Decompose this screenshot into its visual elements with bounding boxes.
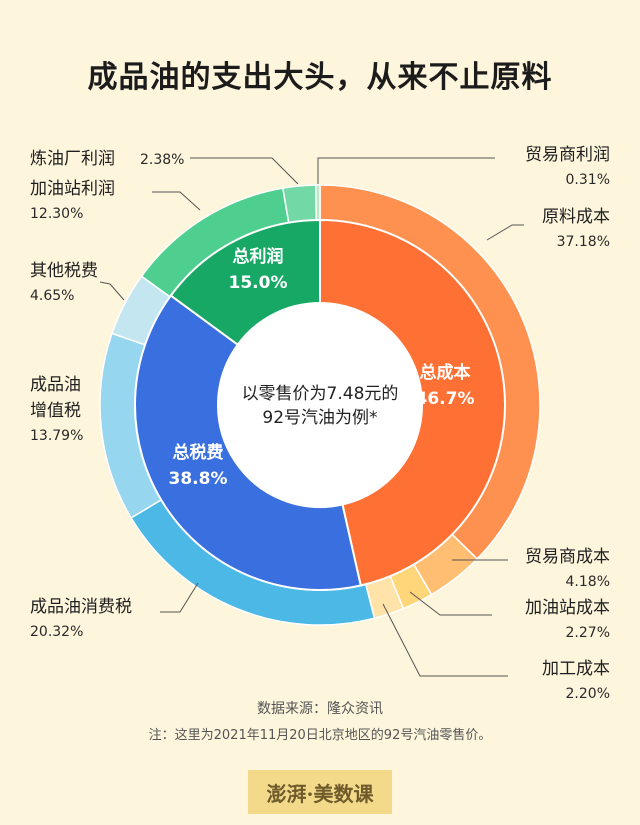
- outer-label-value-5: 13.79%: [30, 428, 83, 444]
- outer-label-value-8: 2.38%: [140, 152, 184, 168]
- center-label-line-1: 92号汽油为例*: [262, 408, 377, 428]
- outer-label-value-2: 2.27%: [566, 625, 610, 641]
- inner-slice-0: [319, 218, 506, 587]
- outer-label-name-7: 加油站利润: [30, 179, 115, 199]
- chart-title: 成品油的支出大头，从来不止原料: [87, 60, 553, 95]
- donut-chart: 以零售价为7.48元的 92号汽油为例* 总成本 46.7% 总税费 38.8% 总利润 15…: [30, 145, 610, 700]
- outer-label-name-5: 成品油: [30, 375, 81, 395]
- inner-slice-1: [134, 294, 362, 591]
- inner-label-name-2: 总利润: [233, 246, 284, 267]
- outer-label-name-8: 炼油厂利润: [30, 149, 115, 169]
- outer-label-value-4: 20.32%: [30, 624, 83, 640]
- outer-slice-8: [281, 184, 318, 224]
- brand-logo: 澎湃·美数课: [248, 770, 392, 814]
- inner-label-value-1: 38.8%: [169, 469, 228, 489]
- outer-label-name-3: 加工成本: [542, 659, 610, 679]
- leader-line-2: [409, 591, 492, 616]
- outer-label-value-6: 4.65%: [30, 288, 74, 304]
- inner-label-value-2: 15.0%: [229, 273, 288, 293]
- outer-label-name-2: 加油站成本: [525, 598, 610, 618]
- leader-line-7: [152, 191, 201, 211]
- outer-label-name-6: 其他税费: [30, 261, 98, 281]
- outer-label-value-0: 37.18%: [557, 234, 610, 250]
- leader-line-8: [190, 157, 299, 185]
- inner-slice-2: [169, 218, 321, 347]
- outer-slice-9: [314, 184, 321, 221]
- outer-label-name-9: 贸易商利润: [525, 145, 610, 165]
- outer-label-value-1: 4.18%: [566, 574, 610, 590]
- data-source: 数据来源：隆众资讯: [257, 701, 383, 717]
- outer-label-name-4: 成品油消费税: [30, 597, 132, 617]
- leader-line-4: [160, 582, 199, 613]
- inner-label-name-1: 总税费: [173, 442, 224, 463]
- outer-label-value-3: 2.20%: [566, 686, 610, 700]
- footnote: 注：这里为2021年11月20日北京地区的92号汽油零售价。: [148, 728, 492, 743]
- leader-line-9: [317, 157, 495, 184]
- leader-line-0: [486, 224, 524, 241]
- outer-label-name-0: 原料成本: [542, 207, 610, 227]
- center-label-line-0: 以零售价为7.48元的: [242, 384, 399, 404]
- leader-line-6: [99, 281, 125, 301]
- donut-hole: [219, 304, 421, 506]
- outer-label-value-7: 12.30%: [30, 206, 83, 222]
- inner-label-value-0: 46.7%: [416, 389, 475, 409]
- inner-label-name-0: 总成本: [420, 362, 471, 383]
- outer-label-name-5-b: 增值税: [30, 401, 81, 421]
- leader-line-3: [382, 603, 508, 677]
- outer-label-value-9: 0.31%: [566, 172, 610, 188]
- outer-label-name-1: 贸易商成本: [525, 547, 610, 567]
